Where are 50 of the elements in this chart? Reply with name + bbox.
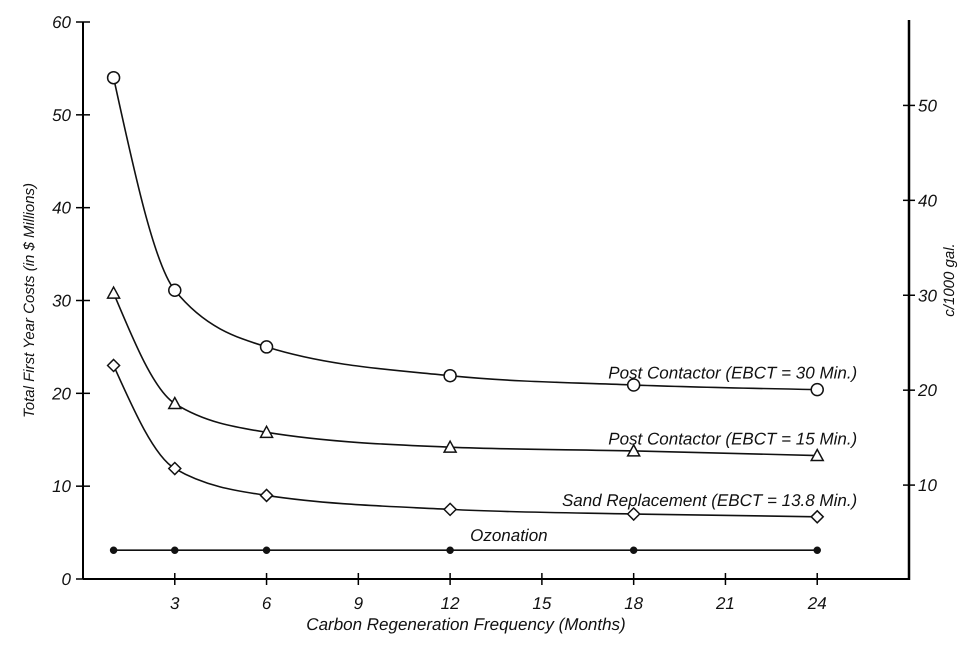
point bbox=[630, 546, 638, 554]
series-label: Post Contactor (EBCT = 15 Min.) bbox=[608, 430, 858, 449]
point bbox=[443, 440, 457, 453]
point bbox=[168, 284, 182, 298]
y2-tick-label: 50 bbox=[918, 96, 938, 116]
point bbox=[810, 510, 824, 524]
x-tick-label: 9 bbox=[354, 594, 364, 613]
y-tick-label: 10 bbox=[52, 477, 72, 496]
y2-tick-label: 40 bbox=[918, 191, 938, 210]
y-tick-label: 30 bbox=[52, 292, 72, 310]
x-tick-label: 12 bbox=[440, 594, 460, 613]
x-axis-title: Carbon Regeneration Frequency (Months) bbox=[306, 615, 626, 634]
x-tick-label: 6 bbox=[262, 594, 272, 613]
x-tick-label: 15 bbox=[532, 594, 552, 613]
y-tick-label: 40 bbox=[52, 198, 72, 218]
point bbox=[810, 448, 824, 462]
point bbox=[171, 546, 179, 554]
y-axis-title: Total First Year Costs (in $ Millions) bbox=[21, 182, 38, 418]
point bbox=[262, 546, 270, 554]
point bbox=[106, 358, 120, 372]
point bbox=[168, 462, 182, 476]
point bbox=[168, 396, 182, 410]
series-label: Post Contactor (EBCT = 30 Min.) bbox=[608, 364, 858, 383]
point bbox=[446, 546, 454, 554]
point bbox=[443, 502, 457, 516]
y-tick-label: 0 bbox=[62, 570, 72, 589]
y-tick-label: 20 bbox=[51, 384, 72, 404]
point bbox=[626, 378, 640, 392]
x-tick-label: 24 bbox=[806, 594, 827, 613]
y-tick-label: 60 bbox=[52, 13, 72, 32]
point bbox=[810, 382, 824, 396]
x-tick-label: 18 bbox=[624, 594, 644, 613]
y2-axis-title: c/1000 gal. bbox=[941, 243, 958, 317]
point bbox=[110, 546, 118, 554]
series-label: Ozonation bbox=[470, 526, 548, 546]
point bbox=[260, 426, 274, 438]
y2-tick-label: 20 bbox=[917, 381, 938, 400]
point bbox=[260, 488, 274, 502]
point bbox=[443, 368, 457, 382]
point bbox=[106, 286, 120, 299]
y2-tick-label: 30 bbox=[918, 286, 938, 306]
point bbox=[813, 546, 821, 554]
y2-tick-label: 10 bbox=[918, 476, 938, 496]
point bbox=[260, 340, 274, 354]
y-tick-label: 50 bbox=[52, 106, 72, 125]
point bbox=[626, 444, 640, 457]
x-tick-label: 21 bbox=[714, 594, 735, 613]
x-tick-label: 3 bbox=[170, 594, 180, 613]
point bbox=[106, 70, 120, 84]
series-label: Sand Replacement (EBCT = 13.8 Min.) bbox=[562, 490, 858, 510]
